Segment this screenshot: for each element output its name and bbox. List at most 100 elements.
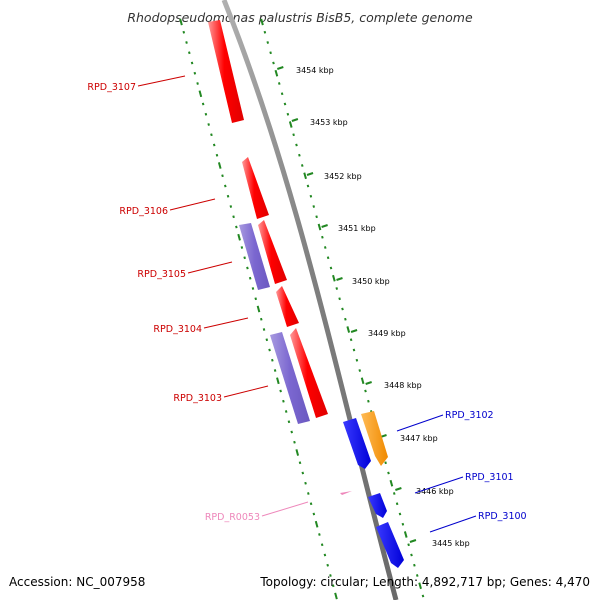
track-dot [235, 225, 238, 229]
gene-labels: RPD_3107 RPD_3106 RPD_3105 RPD_3104 RPD_… [87, 82, 526, 523]
scale-tick [276, 66, 284, 70]
gene-rpd-3105-feature[interactable] [258, 220, 287, 284]
gene-rpd-3101-feature[interactable] [368, 493, 387, 518]
track-dot [407, 543, 410, 547]
track-dot [201, 102, 205, 106]
genome-backbone [221, 0, 399, 600]
gene-rpd-3107-feature[interactable] [208, 20, 244, 123]
gene-label-rpd-r0053[interactable]: RPD_R0053 [205, 512, 260, 523]
track-dot [259, 317, 263, 321]
track-dot [317, 223, 322, 231]
track-dot [283, 102, 287, 106]
track-dot [232, 215, 235, 219]
scale-label: 3453 kbp [310, 118, 348, 127]
scale-tick [365, 381, 372, 385]
track-dot [306, 184, 310, 188]
track-dot [314, 520, 319, 528]
scale-tick [350, 329, 358, 333]
track-dot [309, 502, 313, 506]
track-dot [224, 184, 227, 188]
track-dot [265, 338, 269, 342]
track-dot [403, 531, 408, 538]
scale-label: 3446 kbp [416, 487, 454, 496]
scale-label: 3454 kbp [296, 66, 334, 75]
topology-text: Topology: circular; Length: 4,892,717 bp… [259, 575, 590, 589]
track-dot [329, 574, 332, 577]
track-dot [221, 174, 224, 178]
track-dot [226, 194, 230, 198]
track-dot [410, 553, 413, 557]
gene-rpd-3106-feature[interactable] [242, 157, 269, 219]
track-dot [210, 133, 213, 137]
track-dot [295, 449, 300, 456]
gene-rpd-3104-feature[interactable] [276, 286, 299, 327]
track-dot [263, 30, 267, 34]
scale-label: 3449 kbp [368, 329, 406, 338]
gene-label-rpd-3101[interactable]: RPD_3101 [465, 472, 514, 483]
track-dot [260, 18, 264, 26]
track-dot [334, 592, 338, 600]
track-dot [204, 112, 208, 116]
track-dot [312, 512, 316, 516]
track-dot [307, 492, 310, 495]
track-dot [312, 205, 316, 208]
scale-tick [409, 539, 417, 543]
scale-tick [336, 277, 343, 281]
track-dot [290, 430, 293, 434]
leader-rpd-3106 [169, 198, 216, 211]
gene-rpd-3100-feature[interactable] [376, 522, 404, 568]
track-dot [240, 246, 244, 249]
track-dot [315, 215, 318, 219]
track-dot [323, 553, 327, 557]
track-dot [364, 389, 367, 393]
track-dot [395, 502, 399, 506]
gene-features [208, 20, 404, 568]
track-dot [341, 307, 344, 311]
track-dot [320, 543, 324, 547]
track-dot [287, 420, 291, 424]
track-dot [326, 563, 329, 567]
track-dot [309, 194, 313, 198]
track-dot [318, 533, 321, 536]
track-dot [295, 143, 298, 147]
gene-rpd-3102-feature[interactable] [343, 418, 371, 469]
track-dot [217, 162, 222, 169]
track-dot [329, 266, 333, 270]
gene-rpd-3102-rna-feature[interactable] [361, 411, 388, 466]
gene-rpd-3103-feature[interactable] [290, 328, 328, 418]
gene-label-rpd-3107[interactable]: RPD_3107 [87, 82, 136, 93]
track-dot [392, 492, 396, 495]
track-dot [398, 512, 402, 516]
track-dot [215, 153, 219, 157]
track-dot [256, 305, 261, 313]
track-dot [292, 133, 295, 137]
track-dot [304, 481, 307, 485]
leader-rpd-3101 [414, 476, 464, 494]
track-dot [352, 348, 356, 352]
track-dot [298, 461, 302, 465]
scale-tick [395, 487, 402, 491]
gene-rpd-3103-other-feature[interactable] [270, 332, 310, 424]
track-dot [272, 61, 275, 65]
gene-rpd-3105-other-feature[interactable] [239, 223, 270, 290]
track-dot [321, 235, 324, 239]
gene-label-rpd-3103[interactable]: RPD_3103 [173, 393, 222, 404]
outer-dotted-track [260, 18, 425, 598]
gene-label-rpd-3104[interactable]: RPD_3104 [153, 324, 202, 335]
track-dot [301, 471, 305, 475]
scale-ticks [276, 66, 417, 543]
gene-label-rpd-3102[interactable]: RPD_3102 [445, 410, 494, 421]
track-dot [367, 399, 370, 403]
gene-label-rpd-3100[interactable]: RPD_3100 [478, 511, 527, 522]
track-dot [246, 266, 249, 270]
track-dot [332, 274, 336, 282]
gene-label-rpd-3105[interactable]: RPD_3105 [137, 269, 186, 280]
gene-label-rpd-3106[interactable]: RPD_3106 [119, 206, 168, 217]
track-dot [207, 123, 210, 126]
track-dot [413, 563, 416, 567]
track-dot [303, 172, 307, 180]
gene-rpd-r0053-feature[interactable] [340, 491, 352, 495]
track-dot [298, 153, 301, 157]
scale-label: 3452 kbp [324, 172, 362, 181]
